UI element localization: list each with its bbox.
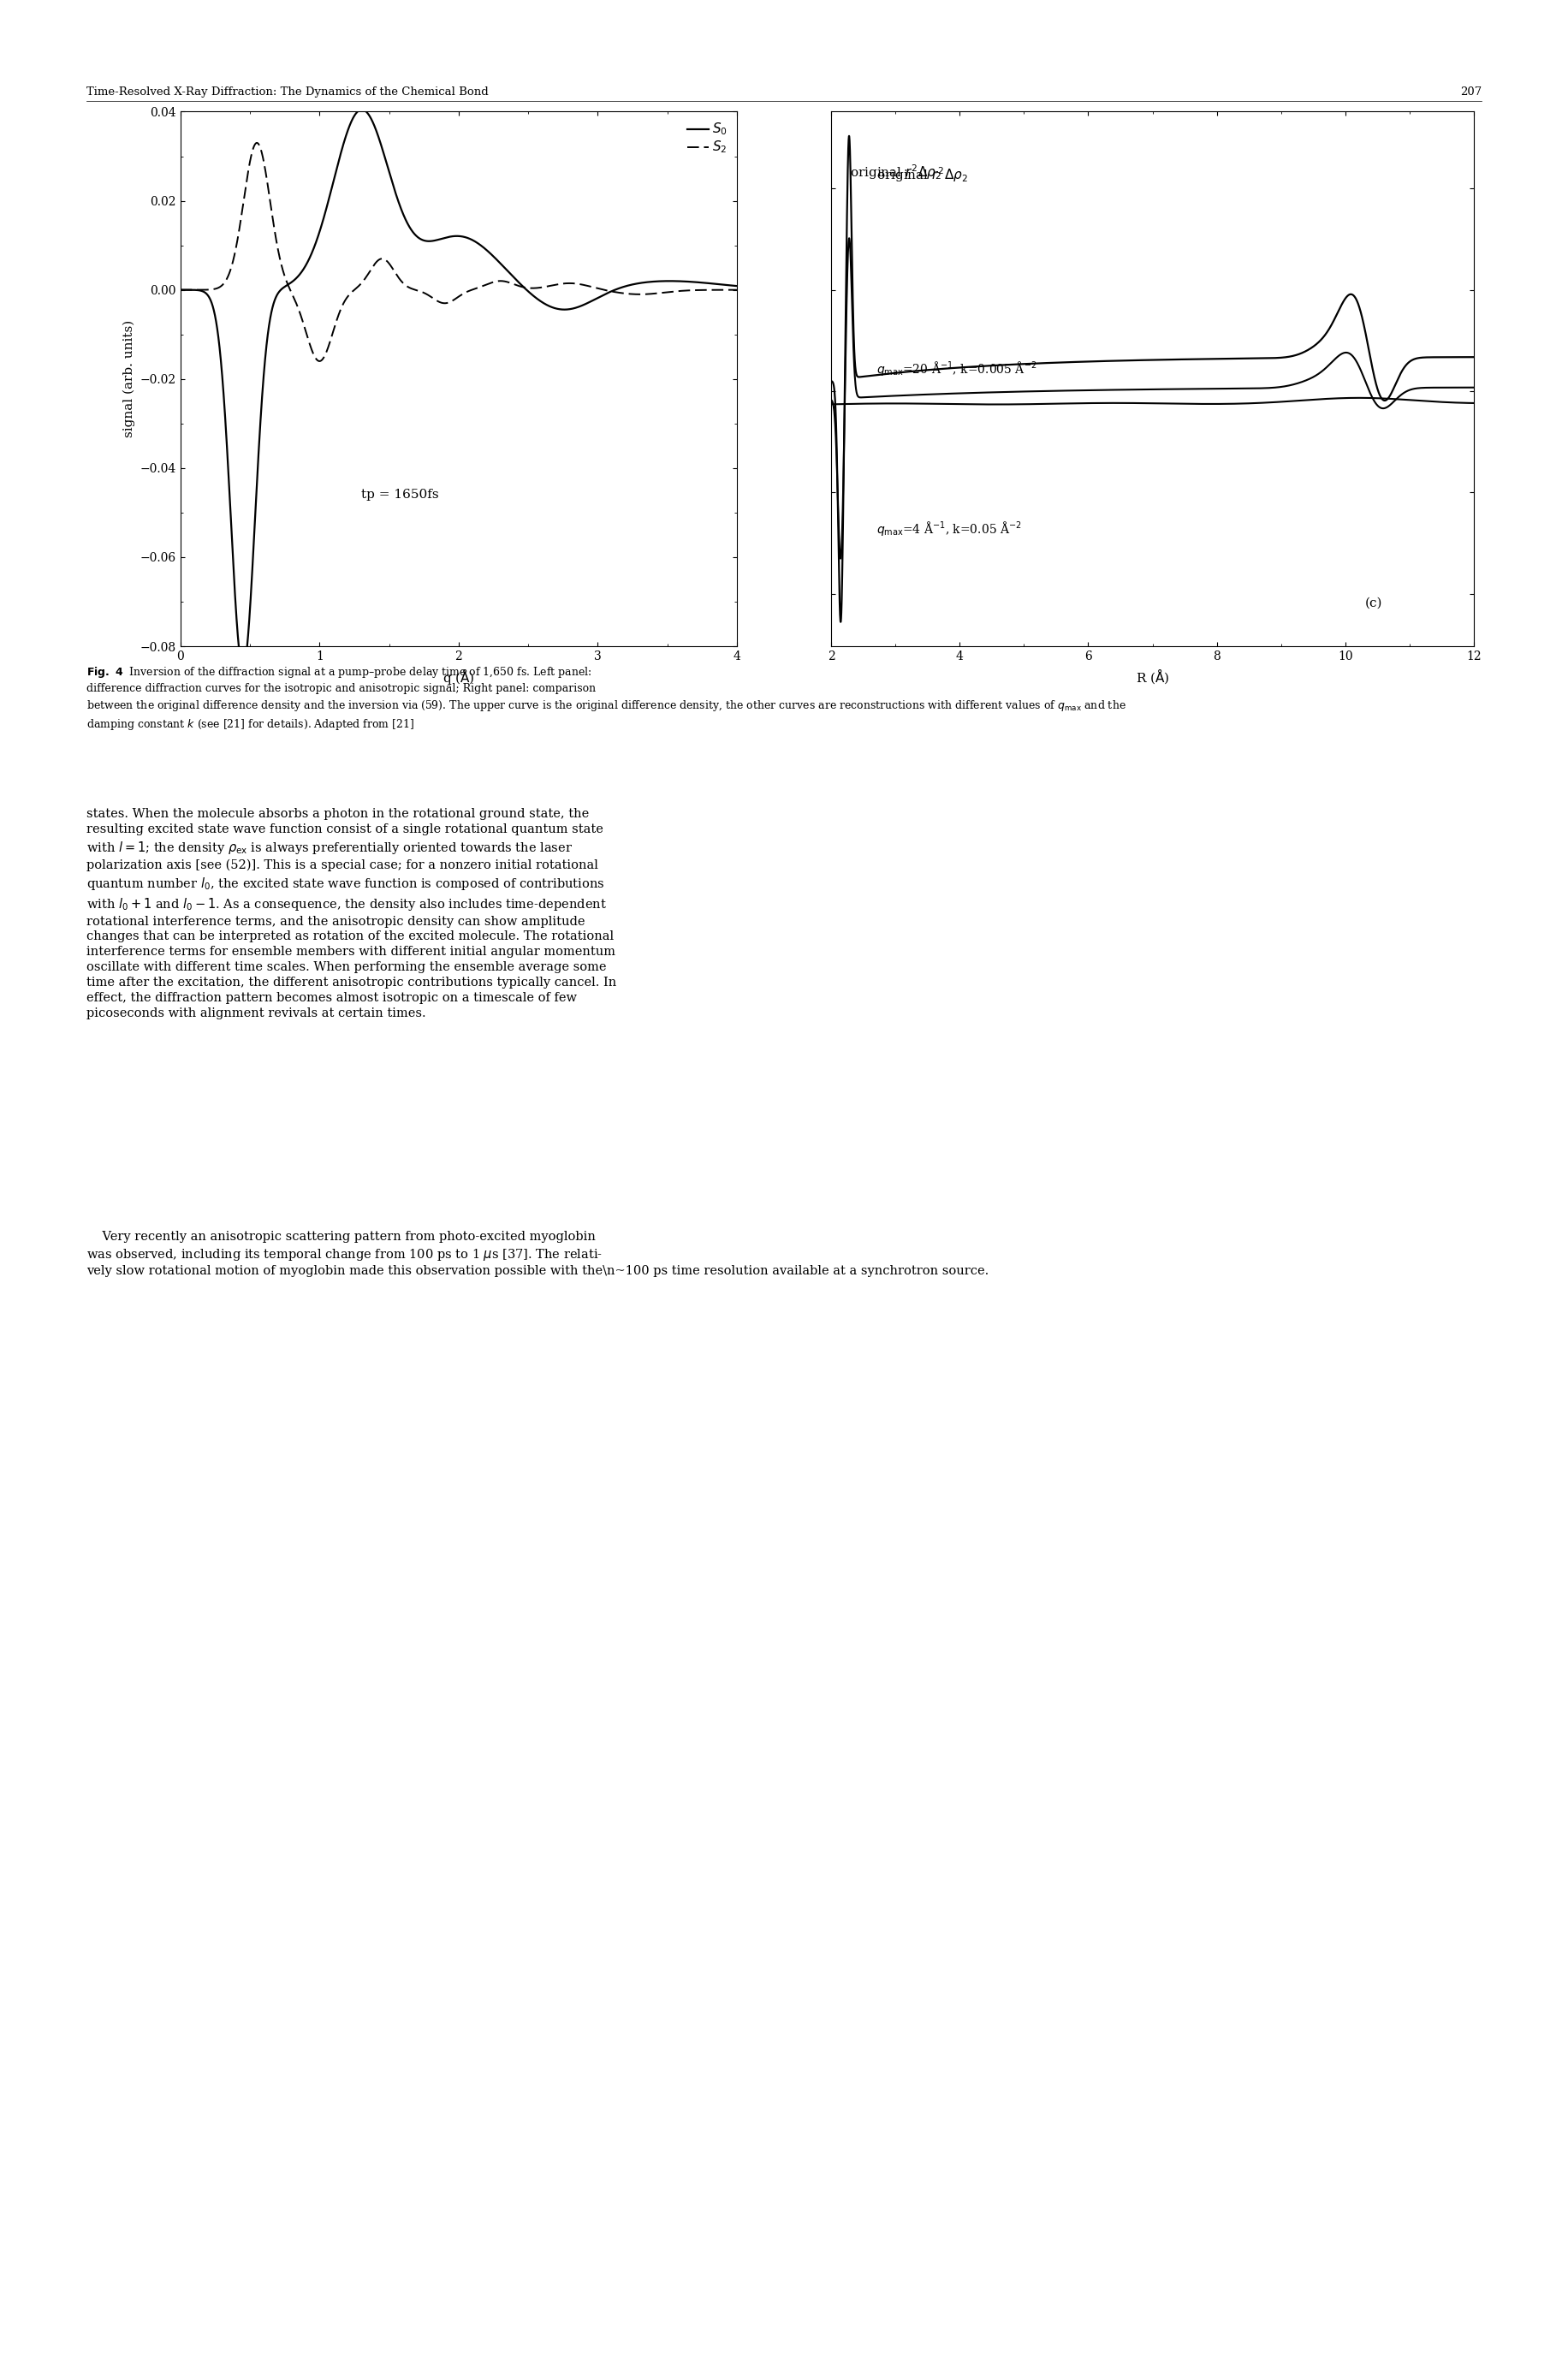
X-axis label: q ($\rm\AA$): q ($\rm\AA$) bbox=[442, 668, 475, 687]
Text: Time-Resolved X-Ray Diffraction: The Dynamics of the Chemical Bond: Time-Resolved X-Ray Diffraction: The Dyn… bbox=[86, 88, 488, 97]
Text: original $r^2\Delta\rho_2$: original $r^2\Delta\rho_2$ bbox=[850, 162, 942, 181]
Text: tp = 1650fs: tp = 1650fs bbox=[361, 489, 439, 501]
Text: 207: 207 bbox=[1460, 88, 1482, 97]
Text: $q_{\rm max}$=4 Å$^{-1}$, k=0.05 Å$^{-2}$: $q_{\rm max}$=4 Å$^{-1}$, k=0.05 Å$^{-2}… bbox=[877, 520, 1021, 537]
Text: (c): (c) bbox=[1364, 596, 1381, 608]
Text: $q_{\rm max}$=20 Å$^{-1}$, k=0.005 Å$^{-2}$: $q_{\rm max}$=20 Å$^{-1}$, k=0.005 Å$^{-… bbox=[877, 359, 1036, 378]
Text: original $r^2\Delta\rho_2$: original $r^2\Delta\rho_2$ bbox=[877, 166, 967, 183]
Legend: $S_0$, $S_2$: $S_0$, $S_2$ bbox=[684, 119, 731, 159]
Text: Very recently an anisotropic scattering pattern from photo-excited myoglobin
was: Very recently an anisotropic scattering … bbox=[86, 1231, 988, 1278]
Text: states. When the molecule absorbs a photon in the rotational ground state, the
r: states. When the molecule absorbs a phot… bbox=[86, 808, 616, 1019]
Y-axis label: signal (arb. units): signal (arb. units) bbox=[122, 321, 135, 437]
X-axis label: R ($\rm\AA$): R ($\rm\AA$) bbox=[1135, 668, 1170, 687]
Text: $\mathbf{Fig.\ 4}$  Inversion of the diffraction signal at a pump–probe delay ti: $\mathbf{Fig.\ 4}$ Inversion of the diff… bbox=[86, 665, 1126, 732]
